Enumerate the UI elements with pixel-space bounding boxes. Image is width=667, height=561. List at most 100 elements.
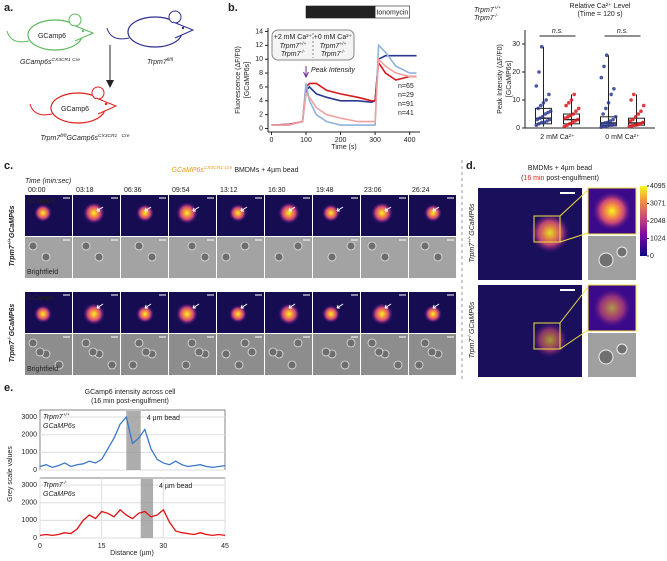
data-point bbox=[602, 124, 606, 129]
x-tick-label: 200 bbox=[335, 137, 347, 144]
channel-label: GCamp6 bbox=[27, 198, 55, 205]
cell-signal bbox=[34, 204, 52, 222]
y-axis-label: Peak Intensity (ΔF/F0) bbox=[497, 44, 504, 114]
text-part: -/- bbox=[467, 334, 473, 339]
legend-entry: Trpm7+/+ bbox=[280, 41, 307, 50]
data-point bbox=[612, 87, 616, 91]
x-tick-label: 2 mM Ca²⁺ bbox=[540, 134, 575, 141]
channel-label: Brightfield bbox=[27, 269, 58, 276]
text-part: GCaMP6s bbox=[469, 203, 476, 236]
bf-cell bbox=[433, 252, 443, 262]
bf-cell bbox=[374, 347, 384, 357]
text-part: +/+ bbox=[7, 238, 13, 245]
data-point bbox=[613, 122, 617, 127]
legend-entry: Trpm7+/+ bbox=[474, 5, 501, 14]
bead-arrow bbox=[384, 303, 392, 309]
bead-arrow bbox=[240, 303, 248, 309]
text-part: -/- bbox=[63, 480, 68, 486]
y-tick-label: 8 bbox=[259, 70, 263, 77]
label: GCamp6 bbox=[61, 106, 89, 113]
text-part: +/+ bbox=[339, 41, 346, 47]
text-part: -/- bbox=[341, 49, 346, 55]
mouse-head bbox=[172, 21, 195, 39]
x-axis-label: Distance (µm) bbox=[110, 550, 154, 557]
x-tick-label: 30 bbox=[159, 543, 167, 550]
bf-cell bbox=[420, 338, 430, 348]
mouse-head bbox=[72, 24, 95, 42]
bead-arrow bbox=[192, 206, 200, 212]
bf-cell bbox=[598, 252, 614, 268]
panel-subtitle: (16 min post-engulfment) bbox=[521, 175, 599, 182]
data-point bbox=[567, 101, 571, 105]
text-part: Trpm7 bbox=[147, 59, 168, 66]
data-point bbox=[547, 92, 551, 97]
x-tick-label: 100 bbox=[300, 137, 312, 144]
y-tick-label: 1000 bbox=[21, 517, 37, 524]
data-point bbox=[613, 115, 618, 119]
bf-cell bbox=[240, 241, 250, 251]
mouse-ear bbox=[68, 13, 82, 27]
text-part: -/- bbox=[301, 49, 306, 55]
bf-cell bbox=[221, 349, 231, 359]
data-point bbox=[632, 92, 636, 97]
plot-frame bbox=[39, 477, 226, 539]
colorbar-label: 4095 bbox=[650, 183, 666, 190]
y-tick-label: 3000 bbox=[21, 414, 37, 421]
bead-arrow bbox=[96, 206, 104, 212]
data-point bbox=[534, 123, 539, 127]
y-tick-label: 10 bbox=[512, 97, 520, 104]
legend-entry: Trpm7-/- bbox=[321, 49, 346, 58]
time-label: 16:30 bbox=[268, 187, 286, 194]
mouse-ear bbox=[168, 10, 182, 24]
cell-signal bbox=[34, 305, 52, 323]
panel-label: b. bbox=[228, 2, 238, 14]
bf-cell bbox=[94, 252, 104, 262]
legend-entry: Trpm7+/+ bbox=[43, 412, 70, 421]
bf-cell bbox=[147, 252, 157, 262]
inset-signal bbox=[592, 288, 632, 328]
y-tick-label: 0 bbox=[33, 467, 37, 474]
y-tick-label: 10 bbox=[255, 56, 263, 63]
cell-signal bbox=[83, 202, 105, 224]
data-point bbox=[563, 116, 567, 120]
y-tick-label: 14 bbox=[255, 28, 263, 35]
text-part: post-engulfment) bbox=[544, 175, 598, 182]
y-tick-label: 2000 bbox=[21, 432, 37, 439]
bead-band bbox=[140, 479, 154, 538]
data-point bbox=[604, 53, 609, 57]
data-point bbox=[604, 123, 609, 128]
data-point bbox=[572, 92, 576, 97]
cell-signal bbox=[136, 305, 154, 323]
n-label: n=41 bbox=[398, 110, 414, 117]
data-point bbox=[600, 122, 604, 126]
data-point bbox=[606, 101, 611, 105]
text-part: CX3CR1 Cre bbox=[98, 133, 130, 139]
data-point bbox=[544, 98, 548, 102]
stimulus-bar bbox=[374, 5, 410, 19]
data-point bbox=[632, 123, 637, 127]
text-part: Trpm7 bbox=[280, 43, 301, 50]
data-point bbox=[539, 103, 543, 108]
data-point bbox=[539, 120, 544, 125]
bf-cell bbox=[234, 360, 244, 370]
data-point bbox=[574, 109, 578, 113]
band-label: 4 µm bead bbox=[159, 483, 192, 490]
bf-cell bbox=[380, 252, 390, 262]
bf-cell bbox=[187, 241, 197, 251]
data-point bbox=[573, 119, 577, 123]
cell-signal bbox=[530, 213, 570, 253]
mouse-head bbox=[95, 97, 118, 115]
text-part: -/- bbox=[7, 336, 13, 341]
text-part: Trpm7 bbox=[320, 43, 341, 50]
annotation: Peak Intensity bbox=[311, 67, 355, 74]
mouse-tail bbox=[106, 27, 130, 40]
label: Trpm7fl/flGCamp6sCX3CR1 Cre bbox=[40, 133, 129, 142]
y-tick-label: 3000 bbox=[21, 482, 37, 489]
x-tick-label: 45 bbox=[221, 543, 229, 550]
channel-label: Brightfield bbox=[27, 366, 58, 373]
text-part: Trpm7 bbox=[474, 7, 495, 14]
y-tick-label: 20 bbox=[512, 69, 520, 76]
panel-label: c. bbox=[4, 160, 13, 172]
text-part: -/- bbox=[494, 13, 499, 19]
legend-entry: Trpm7+/+ bbox=[320, 41, 347, 50]
